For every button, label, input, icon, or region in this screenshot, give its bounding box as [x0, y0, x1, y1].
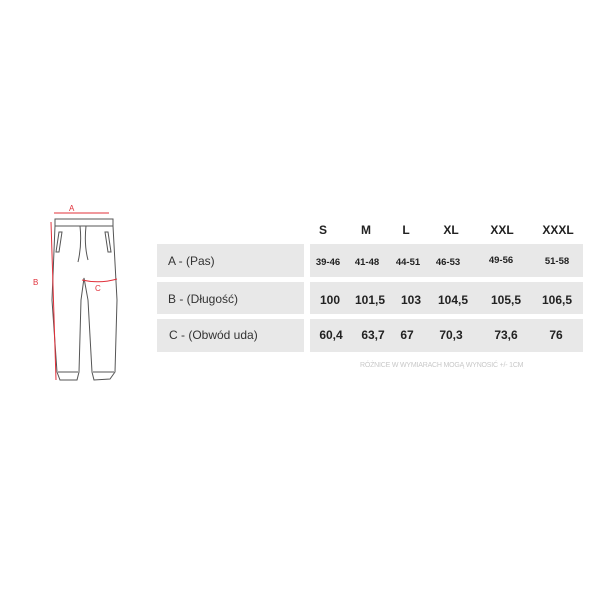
cell: 46-53: [435, 257, 461, 268]
size-m: M: [361, 223, 371, 237]
cell: 76: [549, 328, 563, 342]
cell: 39-46: [315, 257, 341, 268]
row-b-label-bg: [157, 282, 304, 314]
row-a-values-bg: [310, 244, 583, 277]
label-c: C: [95, 284, 101, 293]
cell: 103: [400, 293, 422, 307]
row-b-values-bg: [310, 282, 583, 314]
pocket-right: [104, 231, 112, 253]
cell: 67: [400, 328, 414, 342]
cell: 104,5: [437, 293, 469, 307]
row-label: C - (Obwód uda): [169, 328, 258, 342]
dimension-b-line: [50, 221, 57, 381]
cell: 63,7: [361, 328, 385, 342]
size-l: L: [402, 223, 410, 237]
cell: 49-56: [488, 255, 514, 266]
row-a-label-bg: [157, 244, 304, 277]
cell: 101,5: [354, 293, 386, 307]
pants-diagram: A B C: [33, 204, 118, 381]
pants-outline: [51, 218, 118, 381]
cell: 60,4: [319, 328, 343, 342]
label-a: A: [69, 204, 75, 213]
cell: 51-58: [544, 256, 570, 267]
row-c-label-bg: [157, 319, 304, 352]
size-xl: XL: [443, 223, 459, 237]
cell: 106,5: [541, 293, 573, 307]
row-label: B - (Długość): [168, 292, 239, 306]
cell: 100: [319, 293, 341, 307]
size-s: S: [318, 223, 328, 237]
label-b: B: [33, 278, 38, 287]
cell: 70,3: [439, 328, 463, 342]
cell: 73,6: [494, 328, 518, 342]
size-xxl: XXL: [490, 223, 514, 237]
size-xxxl: XXXL: [542, 223, 574, 237]
pocket-left: [55, 231, 63, 253]
cell: 44-51: [395, 257, 421, 268]
cell: 41-48: [354, 257, 380, 268]
cell: 105,5: [490, 293, 522, 307]
row-label: A - (Pas): [168, 254, 215, 268]
tolerance-note: RÓŻNICE W WYMIARACH MOGĄ WYNOSIĆ +/- 1CM: [360, 362, 524, 369]
row-c-values-bg: [310, 319, 583, 352]
drawstring: [77, 225, 89, 263]
dimension-c-line: [81, 278, 118, 283]
